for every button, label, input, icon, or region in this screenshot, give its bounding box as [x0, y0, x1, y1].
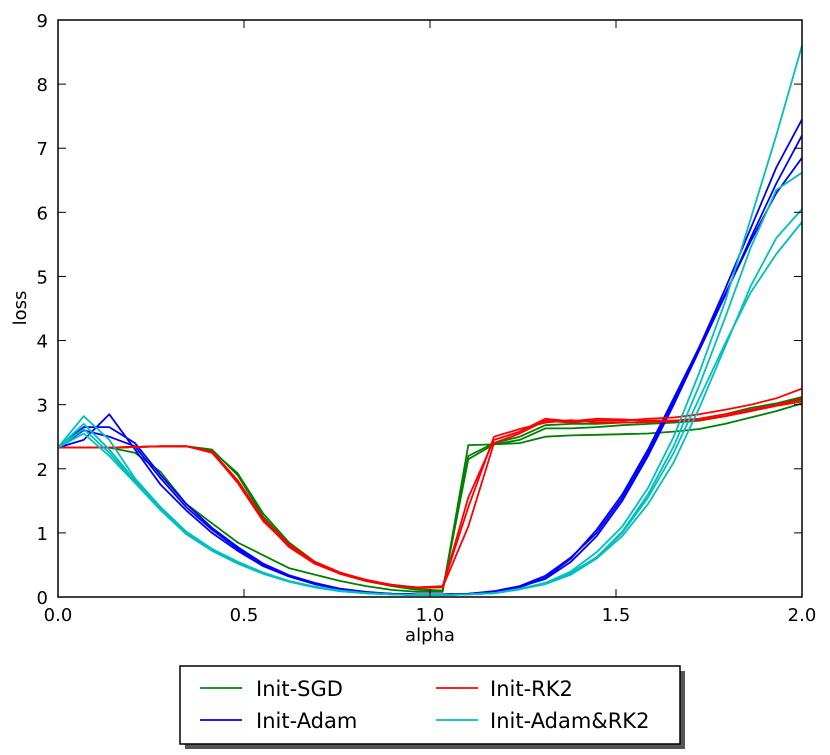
legend-label: Init-RK2 — [490, 677, 573, 701]
y-tick-label: 6 — [37, 203, 48, 224]
y-tick-label: 0 — [37, 588, 48, 609]
y-tick-label: 3 — [37, 396, 48, 417]
series-line-9 — [58, 400, 803, 589]
x-tick-label: 1.0 — [416, 605, 445, 626]
x-tick-label: 1.5 — [602, 605, 631, 626]
y-tick-label: 7 — [37, 139, 48, 160]
ticks-layer: 0.0 0.5 1.0 1.5 2.0 0 1 2 3 4 5 6 7 8 9 — [37, 11, 817, 626]
y-tick-label: 2 — [37, 460, 48, 481]
legend-label: Init-Adam&RK2 — [490, 709, 649, 733]
y-axis-label: loss — [10, 291, 31, 326]
legend-label: Init-Adam — [256, 709, 357, 733]
y-tick-label: 9 — [37, 11, 48, 32]
x-tick-label: 2.0 — [788, 605, 817, 626]
legend-entries: Init-SGD Init-Adam Init-RK2 Init-Adam&RK2 — [200, 677, 649, 733]
legend-box — [179, 665, 681, 745]
y-tick-label: 1 — [37, 524, 48, 545]
legend: Init-SGD Init-Adam Init-RK2 Init-Adam&RK2 — [179, 665, 685, 749]
y-tick-label: 5 — [37, 267, 48, 288]
legend-label: Init-SGD — [256, 677, 343, 701]
y-tick-label: 8 — [37, 75, 48, 96]
x-axis-label: alpha — [405, 625, 455, 646]
x-tick-label: 0.0 — [44, 605, 73, 626]
y-tick-label: 4 — [37, 332, 48, 353]
x-tick-label: 0.5 — [230, 605, 259, 626]
